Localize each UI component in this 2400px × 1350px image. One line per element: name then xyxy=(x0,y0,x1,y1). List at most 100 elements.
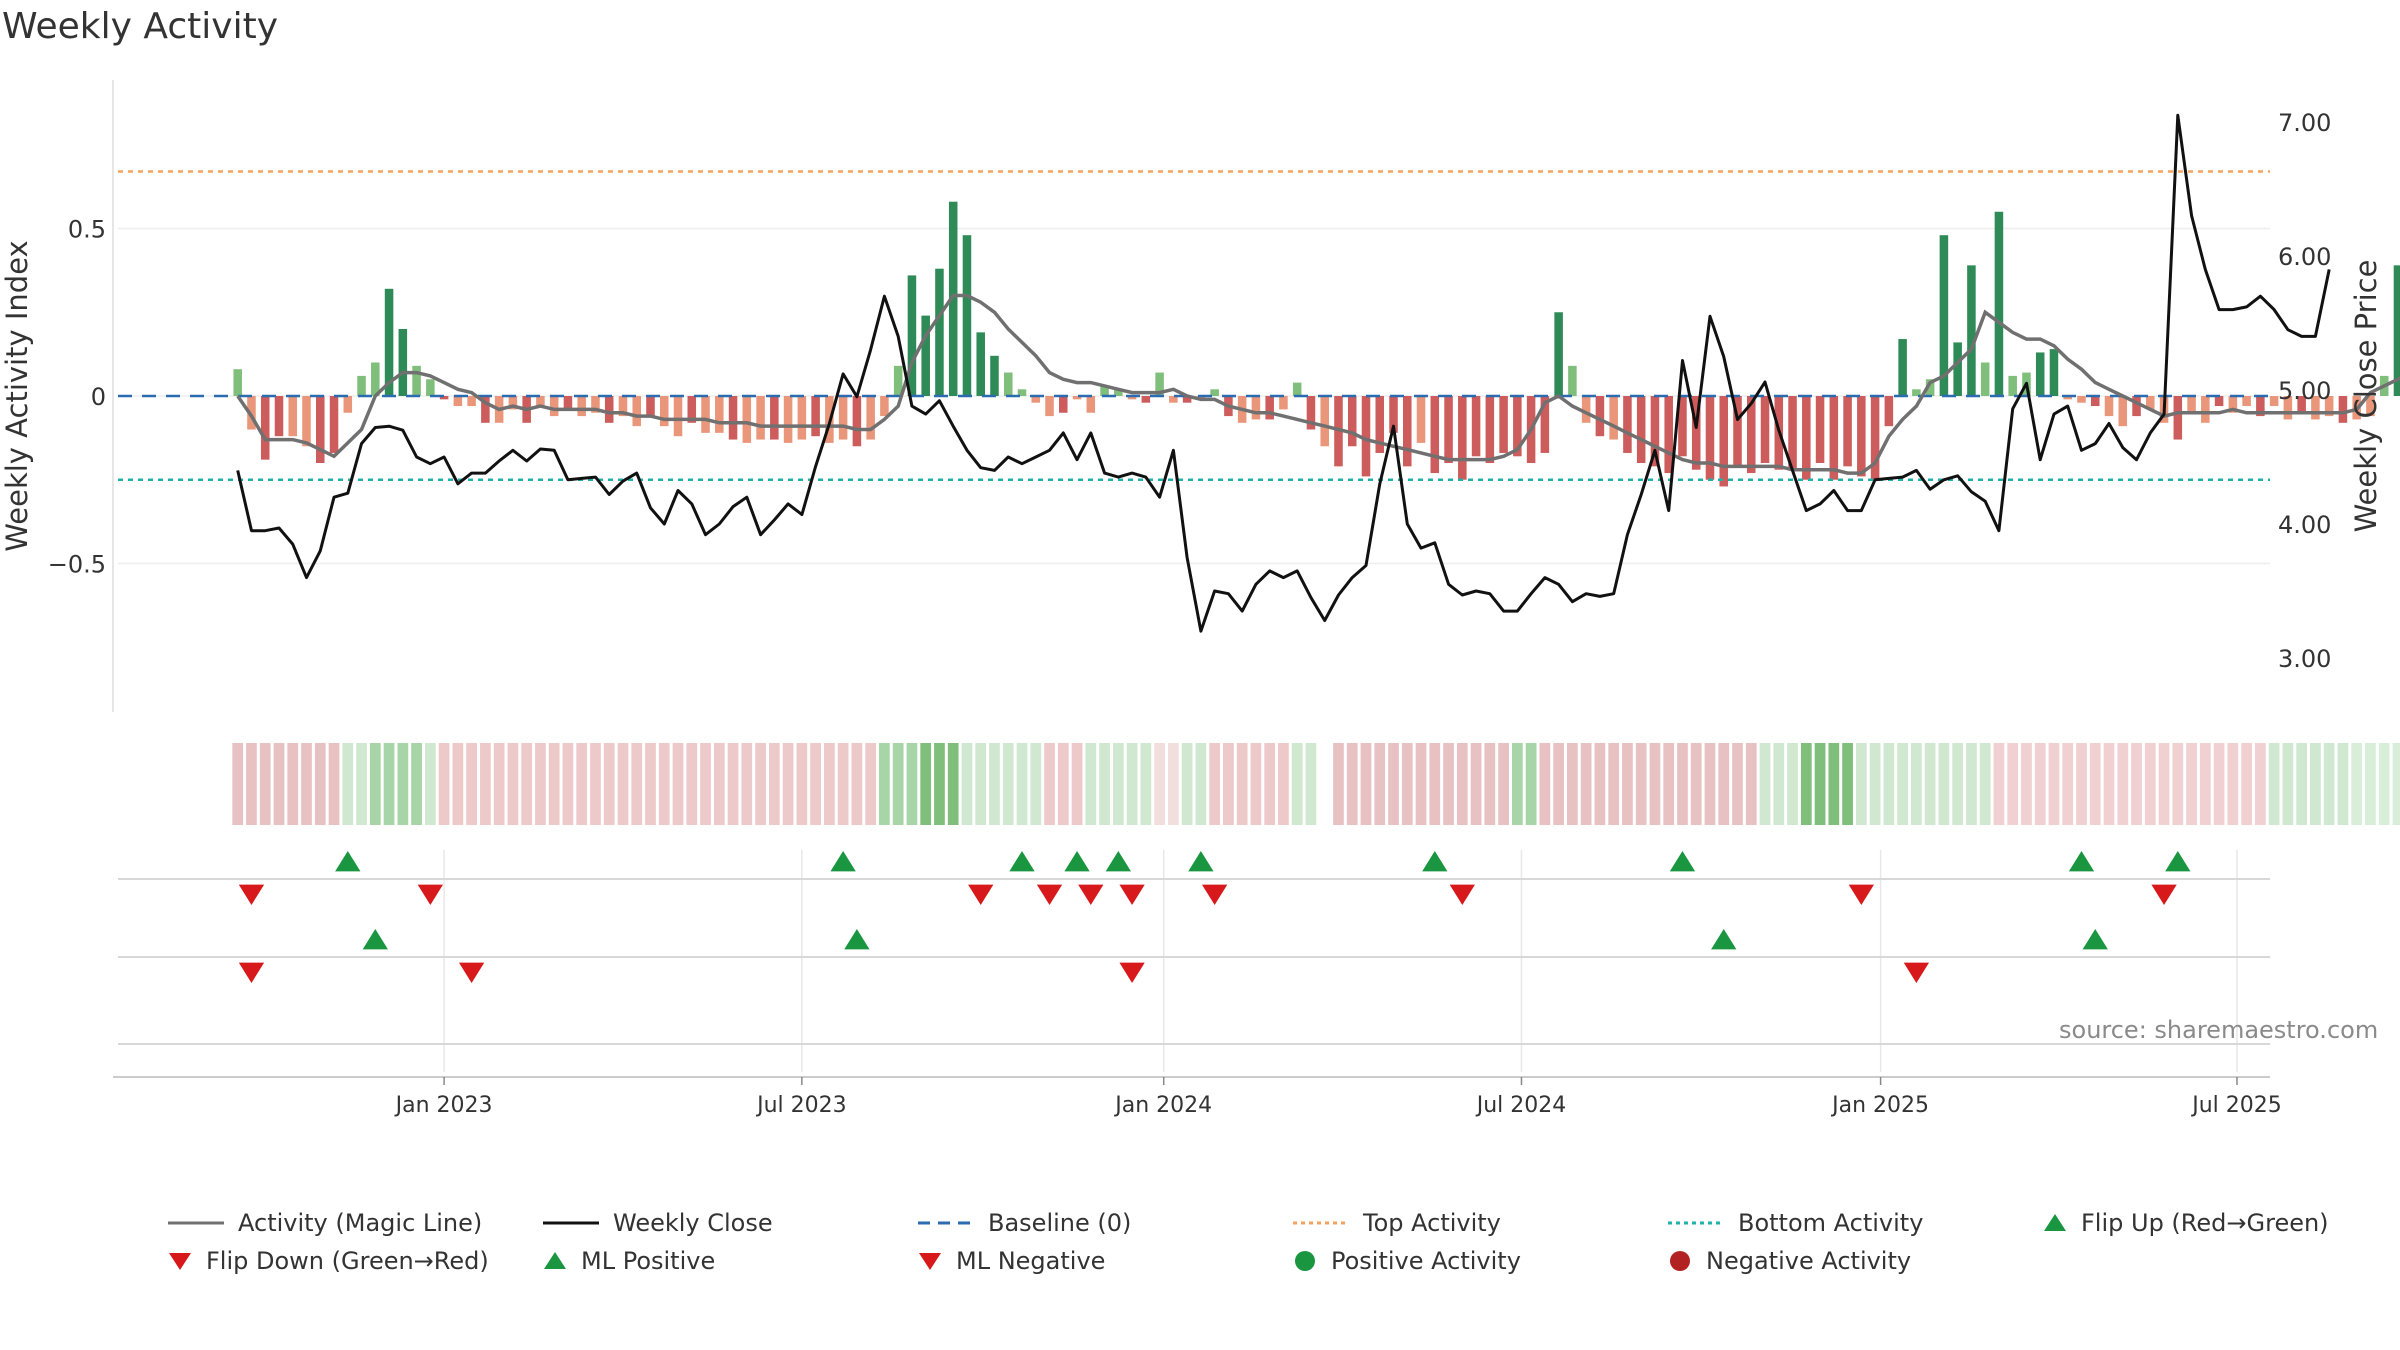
flip-up-marker xyxy=(2165,851,2191,872)
strip-cell xyxy=(2296,743,2308,825)
legend-label: Bottom Activity xyxy=(1738,1209,1924,1237)
strip-cell xyxy=(1401,743,1413,825)
strip-cell xyxy=(2392,743,2400,825)
legend-label: ML Negative xyxy=(956,1247,1106,1275)
legend-item: Negative Activity xyxy=(1666,1243,1911,1279)
strip-cell xyxy=(562,743,574,825)
strip-cell xyxy=(1030,743,1042,825)
activity-bar xyxy=(1127,396,1137,400)
strip-cell xyxy=(1979,743,1991,825)
activity-bar xyxy=(2366,396,2375,417)
strip-cell xyxy=(1264,743,1276,825)
legend-item: Weekly Close xyxy=(541,1205,773,1241)
strip-cell xyxy=(314,743,326,825)
legend-swatch xyxy=(919,1253,941,1270)
strip-cell xyxy=(1567,743,1578,825)
activity-bar xyxy=(921,315,930,396)
flip-down-marker xyxy=(1119,884,1145,905)
strip-cell xyxy=(383,743,395,825)
activity-bar xyxy=(1458,396,1467,480)
activity-bar xyxy=(1306,396,1316,430)
activity-bar xyxy=(2132,396,2141,417)
strip-cell xyxy=(2103,743,2115,825)
legend-triangle-up-icon xyxy=(544,1252,566,1269)
flip-up-marker xyxy=(830,851,856,872)
strip-cell xyxy=(507,743,519,825)
activity-bar xyxy=(1788,396,1797,470)
activity-bar xyxy=(563,396,573,410)
legend-label: Top Activity xyxy=(1363,1209,1501,1237)
signal-markers xyxy=(118,851,2270,1045)
activity-bar xyxy=(1375,396,1385,453)
flip-down-marker xyxy=(968,884,994,905)
strip-cell xyxy=(2351,743,2363,825)
strip-cell xyxy=(1126,743,1138,825)
legend-swatch xyxy=(544,1252,566,1269)
legend-item: Top Activity xyxy=(1291,1205,1501,1241)
strip-cell xyxy=(438,743,450,825)
strip-cell xyxy=(892,743,904,825)
strip-cell xyxy=(1800,743,1812,825)
activity-bar xyxy=(1279,396,1288,410)
activity-bar xyxy=(1210,389,1219,396)
activity-bar xyxy=(1086,396,1096,413)
strip-cell xyxy=(920,743,932,825)
x-tick-label: Jul 2023 xyxy=(755,1093,847,1118)
legend-triangle-down-icon xyxy=(919,1253,941,1270)
activity-bar xyxy=(632,396,642,427)
activity-bar xyxy=(1347,396,1357,447)
strip-cell xyxy=(1883,743,1895,825)
activity-bar xyxy=(577,396,586,417)
y2-tick-label: 6.00 xyxy=(2278,243,2331,271)
activity-bar xyxy=(316,396,325,463)
strip-cell xyxy=(1498,743,1509,825)
activity-bar xyxy=(715,396,724,433)
activity-bar xyxy=(1678,396,1687,457)
activity-bar xyxy=(439,396,449,400)
strip-cell xyxy=(369,743,381,825)
strip-cell xyxy=(1209,743,1221,825)
activity-bar xyxy=(260,396,270,460)
strip-cell xyxy=(1993,743,2005,825)
activity-bar xyxy=(1513,396,1522,457)
source-credit: source: sharemaestro.com xyxy=(2059,1016,2379,1044)
activity-bar xyxy=(1664,396,1673,474)
activity-bar xyxy=(935,268,944,396)
strip-cell xyxy=(2227,743,2239,825)
activity-bar xyxy=(2228,396,2238,413)
strip-cell xyxy=(2186,743,2197,825)
strip-cell xyxy=(2034,743,2046,825)
strip-cell xyxy=(2062,743,2074,825)
activity-bar xyxy=(1251,396,1261,420)
flip-down-marker xyxy=(1201,884,1228,905)
strip-cell xyxy=(1677,743,1688,825)
strip-cell xyxy=(2144,743,2156,825)
strip-cell xyxy=(851,743,863,825)
strip-cell xyxy=(2089,743,2101,825)
activity-bar xyxy=(1141,396,1151,403)
activity-bar xyxy=(1609,396,1618,440)
strip-cell xyxy=(961,743,973,825)
flip-up-marker xyxy=(335,851,361,872)
activity-bar xyxy=(1072,396,1082,400)
strip-cell xyxy=(1553,743,1564,825)
strip-cell xyxy=(1745,743,1757,825)
legend-triangle-down-icon xyxy=(169,1253,191,1270)
strip-cell xyxy=(535,743,546,825)
strip-cell xyxy=(1732,743,1743,825)
activity-bar xyxy=(2201,396,2210,423)
strip-cell xyxy=(1195,743,1207,825)
legend: Activity (Magic Line) Weekly Close Baselin… xyxy=(160,1205,2400,1285)
activity-bar xyxy=(2283,396,2293,420)
strip-cell xyxy=(246,743,257,825)
activity-bar xyxy=(426,379,435,396)
strip-cell xyxy=(1690,743,1702,825)
strip-cell xyxy=(1911,743,1922,825)
activity-bar xyxy=(1967,265,1976,396)
legend-label: Negative Activity xyxy=(1706,1247,1912,1275)
activity-bar xyxy=(2269,396,2279,407)
strip-cell xyxy=(947,743,959,825)
legend-label: Activity (Magic Line) xyxy=(238,1209,483,1237)
legend-item: Positive Activity xyxy=(1291,1243,1521,1279)
activity-bar xyxy=(1636,396,1646,463)
